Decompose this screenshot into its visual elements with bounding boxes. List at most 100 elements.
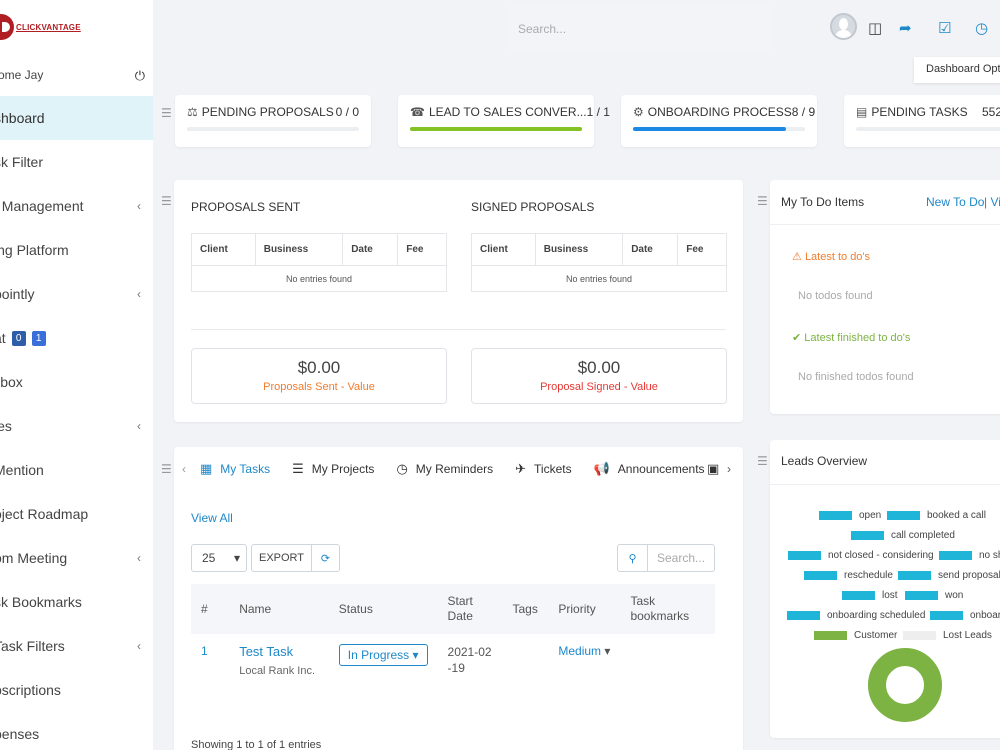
sidebar-item[interactable]: pointly ‹ <box>0 272 153 316</box>
table-row[interactable]: 1 Test Task Local Rank Inc. In Progress ▾ 20… <box>191 634 715 694</box>
legend-item[interactable]: open <box>819 510 881 521</box>
drag-handle-icon[interactable]: ☰ <box>161 106 172 120</box>
sidebar-item[interactable]: shboard <box>0 96 153 140</box>
legend-item[interactable]: Customer <box>814 630 897 641</box>
legend-item[interactable]: booked a call <box>887 510 986 521</box>
bookmark-cell <box>620 634 715 694</box>
export-button[interactable]: EXPORT <box>251 544 312 572</box>
column-header[interactable]: Fee <box>677 233 727 266</box>
column-header[interactable]: Client <box>471 233 536 266</box>
page-size-select[interactable]: 25 ▾ <box>191 544 247 572</box>
app-logo[interactable]: CLICKVANTAGE <box>0 12 81 42</box>
new-todo-link[interactable]: New To Do <box>926 195 985 209</box>
progress-bar <box>856 127 1000 131</box>
column-header[interactable]: Status <box>328 584 438 634</box>
legend-item[interactable]: onboar <box>930 610 1000 621</box>
power-icon[interactable]: ⏻ <box>134 68 145 83</box>
checklist-icon[interactable]: ☑ <box>938 20 952 37</box>
legend-item[interactable]: not closed - considering <box>788 550 934 561</box>
tab-announcements[interactable]: 📢 Announcements <box>594 461 705 477</box>
legend-swatch <box>851 531 884 540</box>
pending-proposals-card[interactable]: ⚖ PENDING PROPOSALS 0 / 0 <box>175 95 371 147</box>
sidebar-item[interactable]: Task Filters ‹ <box>0 624 153 668</box>
tab-my-projects[interactable]: ☰ My Projects <box>292 461 374 477</box>
refresh-button[interactable]: ⟳ <box>311 544 340 572</box>
stat-label: PENDING PROPOSALS <box>201 105 334 119</box>
column-header[interactable]: Fee <box>397 233 447 266</box>
legend-label: lost <box>882 590 898 601</box>
no-todos-text: No todos found <box>798 290 873 302</box>
column-header[interactable]: Task bookmarks <box>620 584 715 634</box>
column-header[interactable]: Tags <box>502 584 549 634</box>
column-header[interactable]: Priority <box>548 584 621 634</box>
drag-handle-icon[interactable]: ☰ <box>161 194 172 208</box>
priority-value[interactable]: Medium <box>558 644 602 658</box>
lead-to-sales-card[interactable]: ☎ LEAD TO SALES CONVER... 1 / 1 <box>398 95 610 147</box>
sidebar-item[interactable]: penses <box>0 712 153 750</box>
legend-item[interactable]: lost <box>842 590 898 601</box>
column-header[interactable]: Start Date <box>437 584 503 634</box>
sidebar-item[interactable]: oject Roadmap <box>0 492 153 536</box>
sidebar-item[interactable]: t Management ‹ <box>0 184 153 228</box>
chevron-right-icon[interactable]: › <box>727 462 731 476</box>
column-header[interactable]: Name <box>229 584 329 634</box>
column-header[interactable]: Business <box>534 233 624 266</box>
top-search-input[interactable]: Search... <box>508 6 772 52</box>
view-all-todos-link[interactable]: | Vi <box>984 195 1000 209</box>
stat-value: 1 / 1 <box>586 105 610 119</box>
legend-item[interactable]: reschedule <box>804 570 893 581</box>
legend-item[interactable]: no sh <box>939 550 1000 561</box>
sidebar-item[interactable]: ing Platform <box>0 228 153 272</box>
check-icon: ✔ <box>792 332 802 344</box>
tab-my-reminders[interactable]: ◷ My Reminders <box>396 461 493 477</box>
tab-icon: ☰ <box>292 461 304 476</box>
share-icon[interactable]: ➦ <box>899 20 912 37</box>
chevron-left-icon[interactable]: ‹ <box>182 462 186 476</box>
sidebar-item[interactable]: sk Bookmarks <box>0 580 153 624</box>
sidebar-item[interactable]: bscriptions <box>0 668 153 712</box>
sidebar-item-label: sk Filter <box>0 154 43 170</box>
tab-tickets[interactable]: ✈ Tickets <box>515 461 571 477</box>
tasks-search-input[interactable]: Search... <box>647 544 715 572</box>
legend-item[interactable]: onboarding scheduled <box>787 610 925 621</box>
clock-icon[interactable]: ◷ <box>975 20 989 37</box>
legend-item[interactable]: won <box>905 590 963 601</box>
task-name-link[interactable]: Test Task <box>239 644 294 659</box>
sidebar-item[interactable]: sk Filter <box>0 140 153 184</box>
drag-handle-icon[interactable]: ☰ <box>757 454 768 468</box>
task-client: Local Rank Inc. <box>239 665 316 677</box>
dashboard-options-tooltip[interactable]: Dashboard Opt <box>914 57 1000 83</box>
pending-tasks-card[interactable]: ▤ PENDING TASKS 552 <box>844 95 1000 147</box>
legend-item[interactable]: call completed <box>851 530 955 541</box>
tab-my-tasks[interactable]: ▦ My Tasks <box>200 461 270 477</box>
sidebar-item[interactable]: ilbox <box>0 360 153 404</box>
chat-icon[interactable]: ◫ <box>868 20 883 37</box>
count-badge: 1 <box>31 330 46 346</box>
stat-label: PENDING TASKS <box>871 105 968 119</box>
warning-icon: ⚠ <box>792 251 802 263</box>
column-header[interactable]: Business <box>254 233 344 266</box>
drag-handle-icon[interactable]: ☰ <box>757 194 768 208</box>
column-header[interactable]: Client <box>191 233 256 266</box>
sidebar-item[interactable]: at 01 <box>0 316 153 360</box>
column-header[interactable]: Date <box>342 233 399 266</box>
legend-item[interactable]: send proposal <box>898 570 1000 581</box>
sidebar-item[interactable]: om Meeting ‹ <box>0 536 153 580</box>
column-header[interactable]: # <box>191 584 230 634</box>
sidebar-item[interactable]: les ‹ <box>0 404 153 448</box>
status-dropdown[interactable]: In Progress ▾ <box>338 644 428 666</box>
donut-slice[interactable] <box>868 648 942 722</box>
drag-handle-icon[interactable]: ☰ <box>161 462 172 476</box>
avatar[interactable] <box>830 13 857 40</box>
sidebar-item[interactable]: Mention <box>0 448 153 492</box>
window-icon[interactable]: ▣ <box>707 461 720 476</box>
onboarding-process-card[interactable]: ⚙ ONBOARDING PROCESS 8 / 9 <box>621 95 817 147</box>
legend-item[interactable]: Lost Leads <box>903 630 992 641</box>
caret-down-icon[interactable]: ▾ <box>604 644 611 658</box>
sidebar-item-label: pointly <box>0 286 35 302</box>
status-value: In Progress <box>347 648 410 662</box>
search-icon-button[interactable]: ⚲ <box>617 544 648 572</box>
column-header[interactable]: Date <box>622 233 679 266</box>
view-all-link[interactable]: View All <box>191 511 233 525</box>
progress-bar <box>187 127 359 131</box>
